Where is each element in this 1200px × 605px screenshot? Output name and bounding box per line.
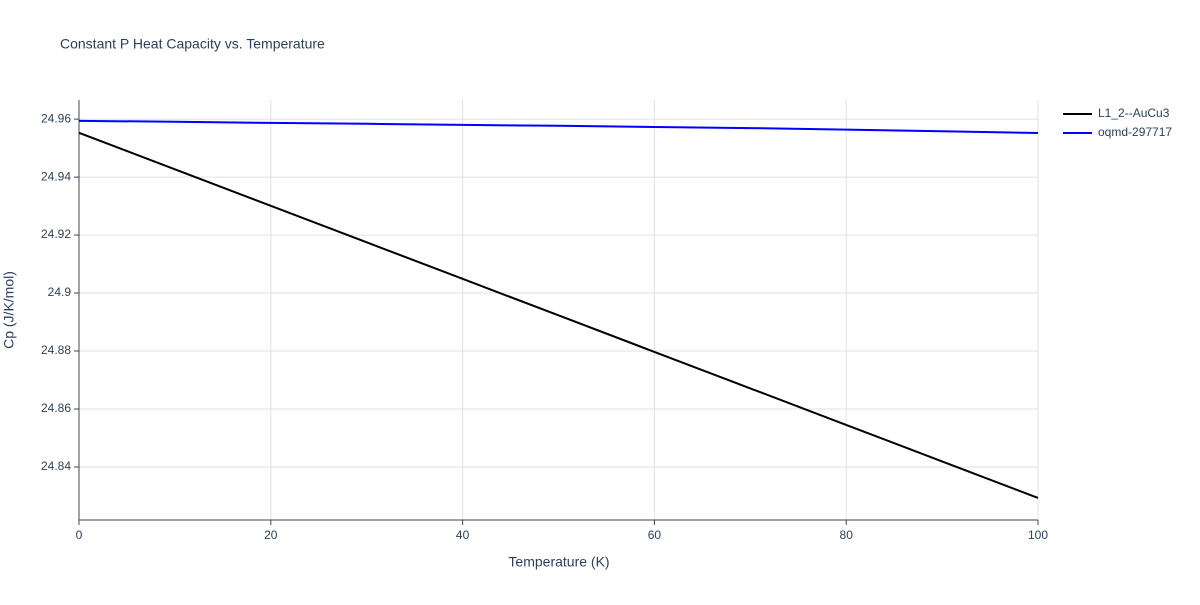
x-tick-label: 80: [840, 528, 854, 542]
x-tick-label: 40: [456, 528, 470, 542]
y-tick-label: 24.92: [41, 227, 71, 241]
y-tick-label: 24.84: [41, 459, 71, 473]
x-axis-label: Temperature (K): [508, 554, 609, 570]
x-tick-label: 60: [648, 528, 662, 542]
x-tick-label: 20: [264, 528, 278, 542]
y-axis-label: Cp (J/K/mol): [1, 271, 17, 349]
legend-label: oqmd-297717: [1098, 125, 1172, 139]
y-tick-label: 24.86: [41, 401, 71, 415]
series-line: [78, 119, 1039, 135]
series-line: [78, 131, 1039, 499]
legend-label: L1_2--AuCu3: [1098, 106, 1170, 120]
y-tick-label: 24.96: [41, 111, 71, 125]
y-tick-label: 24.94: [41, 169, 71, 183]
x-tick-label: 0: [76, 528, 83, 542]
y-tick-label: 24.9: [48, 285, 72, 299]
x-tick-label: 100: [1028, 528, 1048, 542]
y-tick-label: 24.88: [41, 343, 71, 357]
chart-title: Constant P Heat Capacity vs. Temperature: [60, 36, 325, 52]
